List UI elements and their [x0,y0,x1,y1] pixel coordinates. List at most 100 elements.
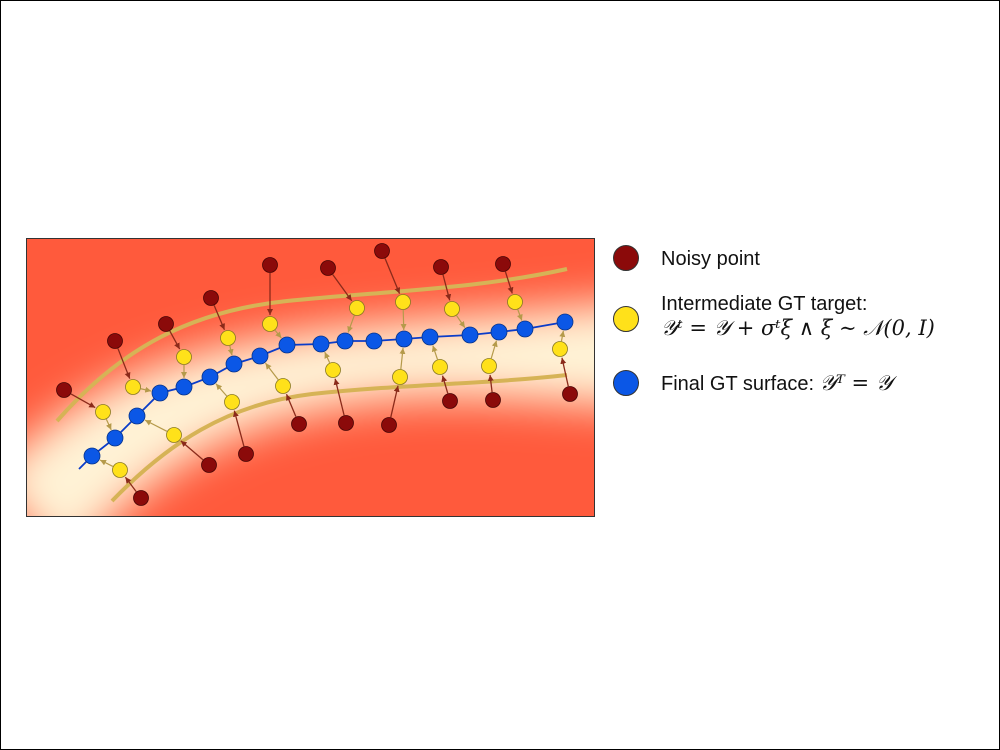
final-surface-icon [613,370,639,396]
noisy-point [338,415,354,431]
legend-item-intermediate: Intermediate GT target: 𝒴ᵗ = 𝒴 + σᵗξ ∧ ξ… [613,292,935,340]
noisy-to-target-arrow [332,274,353,302]
surface-point [365,332,383,350]
legend-label-final: Final GT surface: [661,373,815,395]
noisy-point [485,392,501,408]
legend-text-final: Final GT surface: 𝒴ᵀ = 𝒴 [661,371,892,396]
noisy-to-target-arrow [117,348,131,379]
noisy-point [133,490,149,506]
noisy-point-icon [613,245,639,271]
figure-canvas [27,239,594,516]
noisy-point [262,257,278,273]
intermediate-formula: 𝒴ᵗ = 𝒴 + σᵗξ ∧ ξ ∼ 𝒩(0, I) [661,316,935,340]
intermediate-target-point [444,301,460,317]
target-to-surface-arrow [456,315,466,328]
intermediate-target-point [432,359,448,375]
intermediate-target-point [95,404,111,420]
noisy-to-target-arrow [124,476,137,492]
noisy-to-target-arrow [560,357,569,387]
surface-point [128,407,146,425]
noisy-to-target-arrow [169,330,181,350]
target-to-surface-arrow [274,329,282,339]
surface-point [83,447,101,465]
noisy-point [158,316,174,332]
target-to-surface-arrow [144,419,168,432]
intermediate-target-point [220,330,236,346]
noisy-point [56,382,72,398]
intermediate-target-point [112,462,128,478]
surface-point [106,429,124,447]
noisy-point [495,256,511,272]
intermediate-target-point [481,358,497,374]
surface-point [175,378,193,396]
intermediate-target-point [395,294,411,310]
noisy-point [381,417,397,433]
arrows [70,258,569,492]
noisy-to-target-arrow [180,440,204,461]
noisy-point [562,386,578,402]
target-to-surface-arrow [105,419,112,431]
intermediate-target-point [325,362,341,378]
noisy-to-target-arrow [442,274,452,301]
noisy-to-target-arrow [390,385,400,418]
surface-point [336,332,354,350]
target-to-surface-arrow [431,345,439,360]
target-to-surface-arrow [516,309,523,321]
surface-point [278,336,296,354]
intermediate-target-point [224,394,240,410]
legend-item-noisy: Noisy point [613,245,760,271]
noisy-point [238,446,254,462]
legend-text-intermediate: Intermediate GT target: 𝒴ᵗ = 𝒴 + σᵗξ ∧ ξ… [661,292,935,340]
intermediate-target-point [349,300,365,316]
noisy-point [320,260,336,276]
noisy-point [201,457,217,473]
surface-point [516,320,534,338]
target-to-surface-arrow [215,383,228,397]
noisy-to-target-arrow [441,375,449,394]
surface-point [461,326,479,344]
intermediate-target-icon [613,306,639,332]
intermediate-target-point [262,316,278,332]
target-to-surface-arrow [347,315,355,333]
target-to-surface-arrow [400,309,407,331]
surface-point [251,347,269,365]
intermediate-target-point [392,369,408,385]
surface-point [395,330,413,348]
surface-point [225,355,243,373]
intermediate-target-point [166,427,182,443]
intermediate-target-point [507,294,523,310]
intermediate-target-point [125,379,141,395]
noisy-to-target-arrow [233,410,245,447]
noisy-to-target-arrow [285,394,297,417]
noisy-point [291,416,307,432]
target-to-surface-arrow [264,362,279,381]
target-to-surface-arrow [227,345,234,356]
legend-label-noisy: Noisy point [661,248,760,270]
intermediate-target-point [176,349,192,365]
noisy-point [442,393,458,409]
diffusion-figure [26,238,595,517]
target-to-surface-arrow [324,351,331,363]
surface-point [201,368,219,386]
noisy-to-target-arrow [70,393,96,409]
legend-item-final: Final GT surface: 𝒴ᵀ = 𝒴 [613,370,892,396]
upper-band-curve [55,267,568,423]
surface-point [490,323,508,341]
points [56,243,578,506]
noisy-point [203,290,219,306]
noisy-point [433,259,449,275]
surface-point [312,335,330,353]
surface-point [421,328,439,346]
low-noise-band [27,304,594,516]
noisy-point [374,243,390,259]
target-to-surface-arrow [559,330,566,342]
noisy-to-target-arrow [384,258,401,294]
intermediate-target-point [552,341,568,357]
target-to-surface-arrow [490,340,498,359]
noisy-to-target-arrow [333,378,345,416]
noisy-point [107,333,123,349]
legend-label-intermediate: Intermediate GT target: [661,293,868,315]
target-to-surface-arrow [140,386,152,393]
noisy-to-target-arrow [213,305,226,330]
